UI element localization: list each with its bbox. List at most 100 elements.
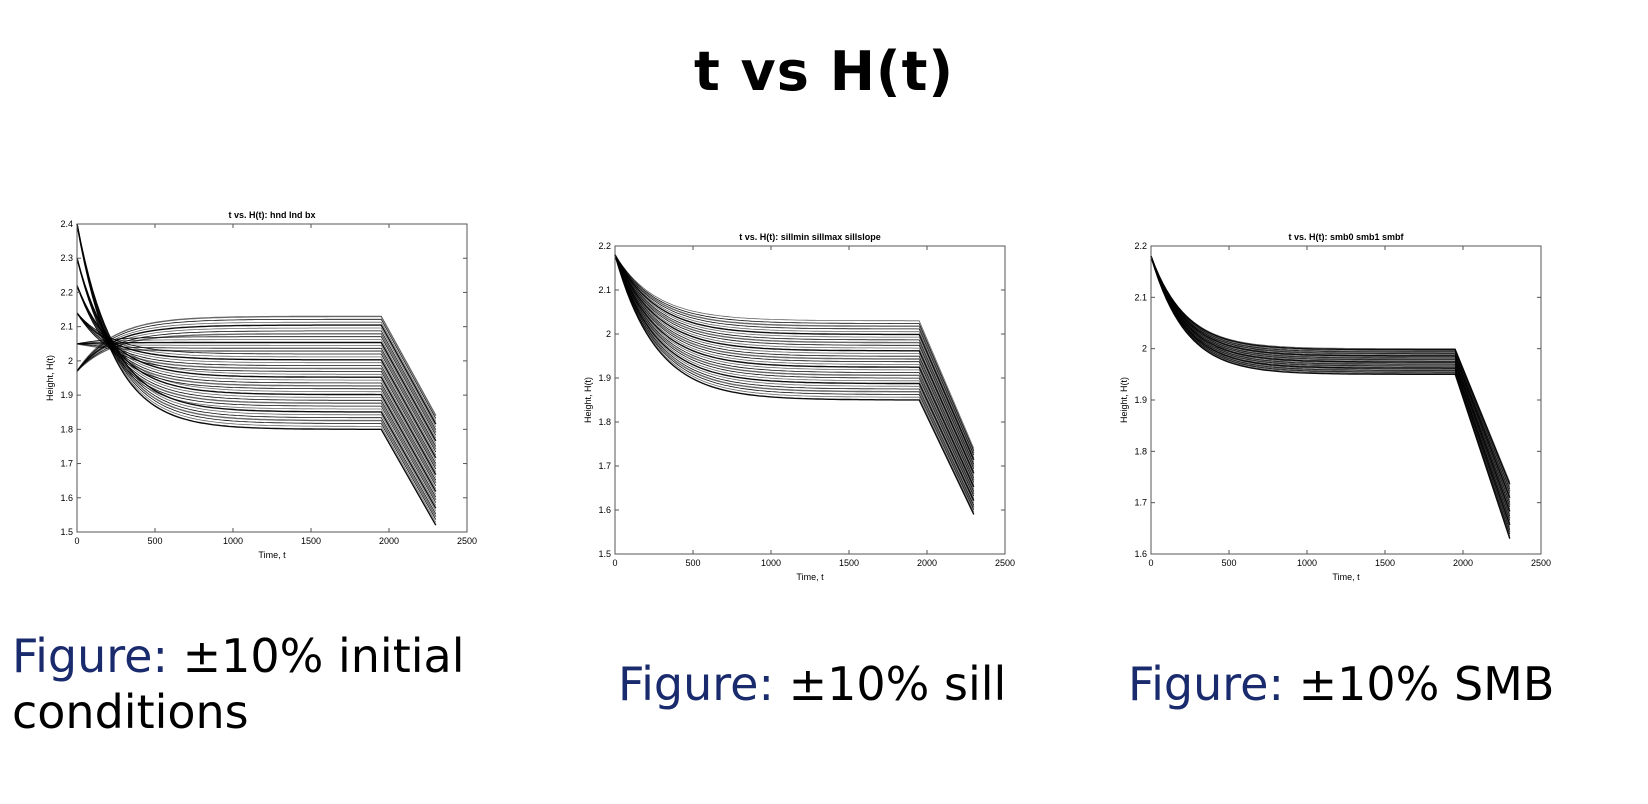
series-line bbox=[614, 254, 975, 465]
caption-text: ±10% sill bbox=[788, 657, 1007, 711]
x-tick-label: 1000 bbox=[223, 536, 243, 546]
series-line bbox=[1150, 256, 1511, 483]
series-line bbox=[614, 254, 975, 458]
caption-sill: Figure: ±10% sill bbox=[618, 656, 1006, 712]
series-line bbox=[76, 285, 437, 475]
series-line bbox=[1150, 256, 1511, 523]
series-line bbox=[76, 324, 437, 425]
series-line bbox=[76, 330, 437, 430]
series-line bbox=[1150, 256, 1511, 539]
series-line bbox=[614, 254, 975, 492]
series-line bbox=[614, 254, 975, 513]
series-line bbox=[76, 318, 437, 419]
x-tick-label: 0 bbox=[74, 536, 79, 546]
series-line bbox=[614, 254, 975, 485]
x-tick-label: 1500 bbox=[839, 558, 859, 568]
series-line bbox=[1150, 256, 1511, 526]
series-line bbox=[76, 223, 437, 523]
series-line bbox=[76, 327, 437, 428]
series-line bbox=[614, 254, 975, 481]
series-line bbox=[614, 254, 975, 504]
y-tick-label: 1.6 bbox=[1134, 549, 1147, 559]
series-line bbox=[76, 285, 437, 486]
y-tick-label: 2.3 bbox=[60, 253, 73, 263]
y-tick-label: 1.6 bbox=[598, 505, 611, 515]
series-line bbox=[1150, 256, 1511, 530]
y-tick-label: 1.7 bbox=[60, 459, 73, 469]
series-line bbox=[76, 223, 437, 515]
series-line bbox=[614, 254, 975, 472]
series-line bbox=[614, 254, 975, 479]
slide-title: t vs H(t) bbox=[693, 40, 955, 103]
series-line bbox=[1150, 256, 1511, 503]
x-tick-label: 0 bbox=[1148, 558, 1153, 568]
y-tick-label: 1.6 bbox=[60, 493, 73, 503]
series-line bbox=[76, 312, 437, 467]
caption-text: ±10% SMB bbox=[1298, 657, 1555, 711]
series-line bbox=[76, 315, 437, 416]
x-tick-label: 1000 bbox=[1297, 558, 1317, 568]
series-line bbox=[76, 343, 437, 450]
series-line bbox=[76, 312, 437, 461]
series-line bbox=[76, 312, 437, 464]
caption-prefix: Figure: bbox=[618, 657, 774, 711]
series-line bbox=[614, 254, 975, 495]
series-line bbox=[1150, 256, 1511, 490]
series-line bbox=[1150, 256, 1511, 512]
series-line bbox=[76, 223, 437, 526]
y-tick-label: 2.1 bbox=[1134, 292, 1147, 302]
y-tick-label: 2.2 bbox=[598, 241, 611, 251]
series-line bbox=[76, 343, 437, 444]
series-line bbox=[1150, 256, 1511, 528]
series-line bbox=[76, 312, 437, 470]
series-line bbox=[614, 254, 975, 467]
series-line bbox=[76, 312, 437, 453]
series-line bbox=[76, 343, 437, 447]
series-line bbox=[1150, 256, 1511, 519]
y-tick-label: 1.9 bbox=[60, 390, 73, 400]
series-line bbox=[614, 254, 975, 454]
series-line bbox=[614, 254, 975, 463]
x-tick-label: 2000 bbox=[917, 558, 937, 568]
series-line bbox=[614, 254, 975, 456]
chart-title: t vs. H(t): smb0 smb1 smbf bbox=[1288, 232, 1404, 242]
series-line bbox=[76, 285, 437, 481]
series-line bbox=[614, 254, 975, 488]
chart-title: t vs. H(t): hnd lnd bx bbox=[229, 210, 316, 220]
y-tick-label: 1.8 bbox=[1134, 446, 1147, 456]
axes-box bbox=[614, 245, 1006, 555]
y-tick-label: 1.5 bbox=[598, 549, 611, 559]
x-tick-label: 2000 bbox=[1453, 558, 1473, 568]
x-axis-label: Time, t bbox=[796, 572, 824, 582]
series-line bbox=[76, 285, 437, 484]
y-tick-label: 1.7 bbox=[1134, 498, 1147, 508]
series-line bbox=[614, 254, 975, 470]
series-line bbox=[1150, 256, 1511, 505]
y-tick-label: 2.2 bbox=[60, 287, 73, 297]
caption-initial-conditions: Figure: ±10% initial conditions bbox=[12, 628, 465, 740]
series-line bbox=[1150, 256, 1511, 492]
y-axis-label: Height, H(t) bbox=[583, 377, 593, 423]
axes-box bbox=[76, 223, 468, 533]
series-line bbox=[1150, 256, 1511, 537]
series-line bbox=[1150, 256, 1511, 485]
x-axis-label: Time, t bbox=[1332, 572, 1360, 582]
y-axis-label: Height, H(t) bbox=[1119, 377, 1129, 423]
y-tick-label: 2.1 bbox=[598, 285, 611, 295]
y-axis-label: Height, H(t) bbox=[45, 355, 55, 401]
chart-title: t vs. H(t): sillmin sillmax sillslope bbox=[739, 232, 881, 242]
x-tick-label: 1500 bbox=[1375, 558, 1395, 568]
x-axis-label: Time, t bbox=[258, 550, 286, 560]
caption-text: ±10% initial bbox=[182, 629, 465, 683]
y-tick-label: 1.9 bbox=[1134, 395, 1147, 405]
series-line bbox=[76, 258, 437, 503]
series-line bbox=[76, 312, 437, 456]
series-line bbox=[614, 254, 975, 499]
x-tick-label: 2500 bbox=[1531, 558, 1551, 568]
x-tick-label: 2500 bbox=[457, 536, 477, 546]
x-tick-label: 2500 bbox=[995, 558, 1015, 568]
y-tick-label: 1.8 bbox=[60, 424, 73, 434]
series-line bbox=[1150, 256, 1511, 517]
y-tick-label: 2.1 bbox=[60, 322, 73, 332]
series-line bbox=[76, 223, 437, 518]
